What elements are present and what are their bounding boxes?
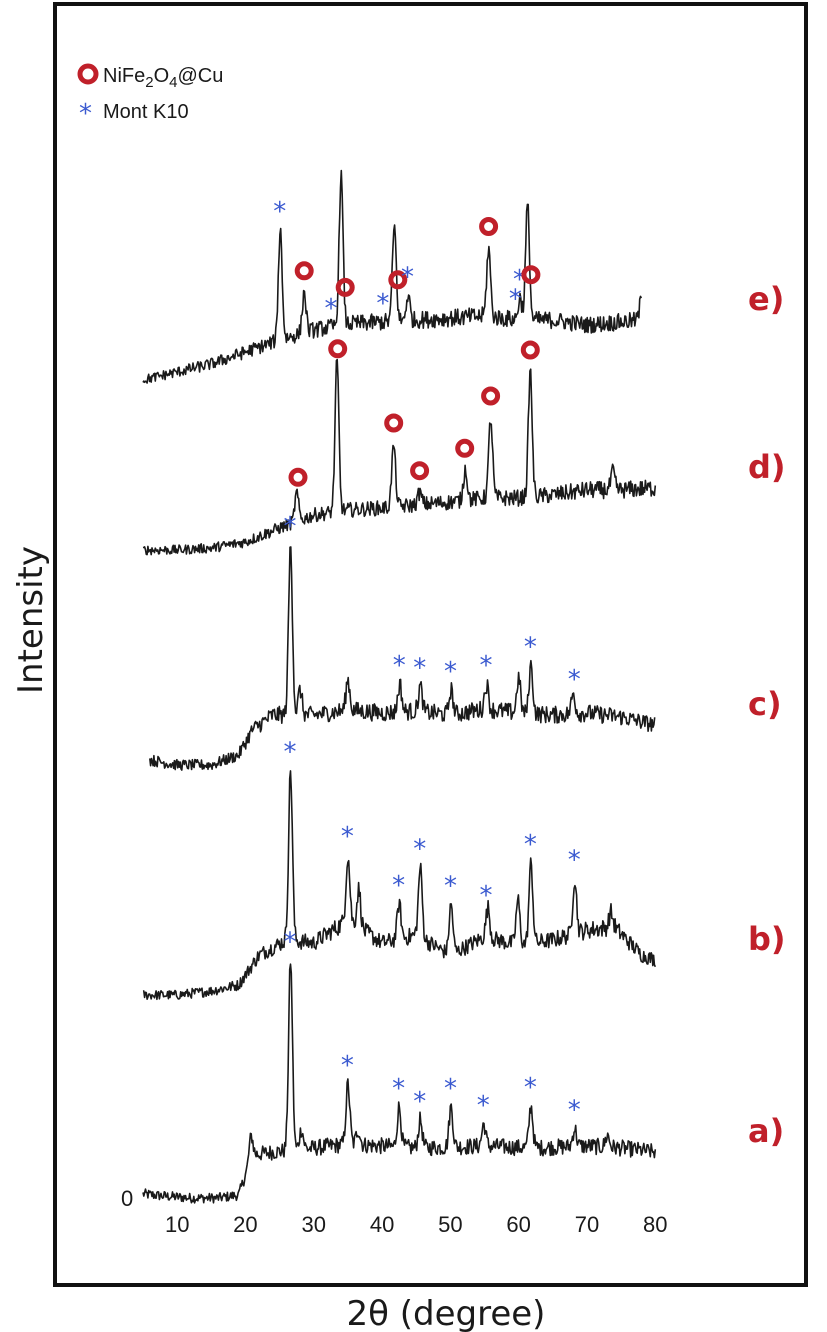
mont-k10-peak-marker-icon: * — [524, 830, 537, 860]
mont-k10-peak-marker-icon: * — [284, 512, 297, 542]
mont-k10-peak-marker-icon: * — [413, 834, 426, 864]
curve-label-e: e) — [748, 280, 784, 318]
markers-group: *** * ********* ***** * * ***** **** — [273, 197, 580, 1126]
pattern-curve-a — [142, 963, 657, 1204]
pattern-curve-e — [142, 169, 643, 384]
mont-k10-peak-marker-icon: * — [392, 871, 405, 901]
legend-star-marker-icon: * — [79, 99, 92, 129]
x-tick-label: 50 — [438, 1212, 462, 1237]
curve-label-b: b) — [748, 920, 786, 958]
x-axis-label: 2θ (degree) — [347, 1294, 546, 1332]
mont-k10-peak-marker-icon: * — [341, 1051, 354, 1081]
nife2o4-peak-marker-icon — [335, 277, 355, 297]
nife2o4-peak-marker-icon — [294, 261, 314, 281]
nife2o4-peak-marker-icon — [384, 413, 404, 433]
mont-k10-peak-marker-icon: * — [413, 1087, 426, 1117]
curves-group — [142, 169, 657, 1204]
mont-k10-peak-marker-icon: * — [444, 1074, 457, 1104]
x-axis-ticks: 10 20 30 40 50 60 70 80 — [165, 1212, 668, 1237]
mont-k10-peak-marker-icon: * — [392, 1074, 405, 1104]
nife2o4-peak-marker-icon — [479, 217, 499, 236]
curve-label-d: d) — [748, 448, 786, 486]
mont-k10-peak-marker-icon: * — [480, 651, 493, 681]
mont-k10-peak-marker-icon: * — [524, 1073, 537, 1103]
nife2o4-peak-marker-icon — [288, 467, 308, 487]
mont-k10-peak-marker-icon: * — [393, 651, 406, 681]
x-tick-label: 10 — [165, 1212, 189, 1237]
x-tick-label: 20 — [233, 1212, 257, 1237]
mont-k10-peak-marker-icon: * — [568, 1096, 581, 1126]
y-zero-tick-label: 0 — [121, 1186, 133, 1211]
x-tick-label: 30 — [302, 1212, 326, 1237]
x-tick-label: 80 — [643, 1212, 667, 1237]
y-axis-label: Intensity — [11, 546, 51, 694]
pattern-curve-b — [142, 770, 657, 1001]
pattern-curve-d — [142, 358, 657, 556]
x-tick-label: 60 — [506, 1212, 530, 1237]
mont-k10-peak-marker-icon: * — [509, 285, 522, 315]
mont-k10-peak-marker-icon: * — [480, 881, 493, 911]
nife2o4-peak-marker-icon — [481, 386, 501, 406]
curve-label-a: a) — [748, 1112, 784, 1150]
mont-k10-peak-marker-icon: * — [273, 197, 286, 227]
legend-label-mont-k10: Mont K10 — [103, 101, 189, 123]
legend-label-nife2o4-cu: NiFe2O4@Cu — [103, 65, 223, 91]
x-tick-label: 40 — [370, 1212, 394, 1237]
mont-k10-peak-marker-icon: * — [444, 872, 457, 902]
mont-k10-peak-marker-icon: * — [568, 665, 581, 695]
nife2o4-peak-marker-icon — [388, 270, 408, 290]
nife2o4-peak-marker-icon — [410, 461, 430, 481]
legend: NiFe2O4@Cu * Mont K10 — [77, 63, 223, 129]
mont-k10-peak-marker-icon: * — [477, 1091, 490, 1121]
nife2o4-peak-marker-icon — [521, 265, 541, 285]
mont-k10-peak-marker-icon: * — [413, 654, 426, 684]
plot-frame — [53, 2, 808, 1287]
mont-k10-peak-marker-icon: * — [401, 263, 414, 293]
mont-k10-peak-marker-icon: * — [284, 738, 297, 768]
x-tick-label: 70 — [575, 1212, 599, 1237]
curve-label-c: c) — [748, 685, 782, 723]
legend-circle-marker-icon — [77, 63, 99, 85]
mont-k10-peak-marker-icon: * — [524, 633, 537, 663]
nife2o4-peak-marker-icon — [328, 339, 348, 359]
mont-k10-peak-marker-icon: * — [568, 846, 581, 876]
mont-k10-peak-marker-icon: * — [376, 289, 389, 319]
mont-k10-peak-marker-icon: * — [444, 657, 457, 687]
nife2o4-peak-marker-icon — [455, 438, 475, 458]
mont-k10-peak-marker-icon: * — [341, 822, 354, 852]
curve-labels-group: a) b) c) d) e) — [748, 280, 786, 1150]
pattern-curve-c — [149, 546, 656, 771]
mont-k10-peak-marker-icon: * — [325, 294, 338, 324]
nife2o4-peak-marker-icon — [520, 340, 540, 360]
mont-k10-peak-marker-icon: * — [284, 927, 297, 957]
